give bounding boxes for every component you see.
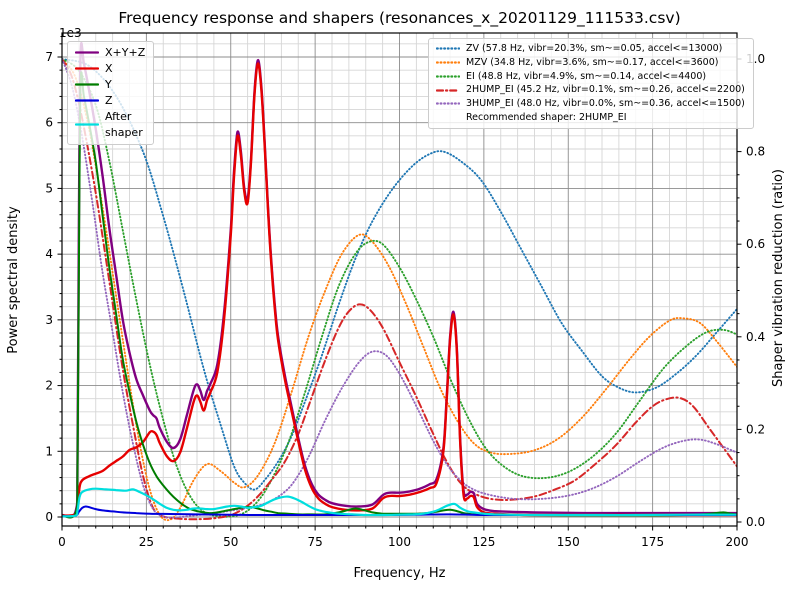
x-tick-label: 200 bbox=[726, 535, 749, 549]
y-left-tick-label: 3 bbox=[45, 313, 53, 327]
x-tick-label: 150 bbox=[557, 535, 580, 549]
legend-item-y: Y bbox=[75, 77, 145, 93]
legend-line-sample bbox=[436, 89, 460, 92]
y-left-tick-label: 6 bbox=[45, 116, 53, 130]
x-tick-label: 125 bbox=[472, 535, 495, 549]
x-tick-label: 100 bbox=[388, 535, 411, 549]
shaper-curves bbox=[62, 58, 737, 522]
legend-item-label: Y bbox=[105, 77, 112, 91]
y-left-axis-label: Power spectral density bbox=[6, 206, 21, 354]
legend-line-sample bbox=[75, 67, 99, 71]
legend-item-label: MZV (34.8 Hz, vibr=3.6%, sm~=0.17, accel… bbox=[466, 56, 719, 68]
legend-item-3humpei: 3HUMP_EI (48.0 Hz, vibr=0.0%, sm~=0.36, … bbox=[436, 97, 745, 111]
legend-item-label: 2HUMP_EI (45.2 Hz, vibr=0.1%, sm~=0.26, … bbox=[466, 84, 745, 96]
legend-line-sample bbox=[436, 47, 460, 50]
legend-line-sample bbox=[436, 75, 460, 78]
x-tick-label: 0 bbox=[58, 535, 66, 549]
legend-note-label: Recommended shaper: 2HUMP_EI bbox=[466, 111, 627, 123]
legend-item-label: X+Y+Z bbox=[105, 46, 146, 59]
y-left-tick-label: 4 bbox=[45, 247, 53, 261]
legend-line-sample bbox=[75, 123, 99, 126]
legend-item-label: X bbox=[105, 61, 113, 75]
series-2hump_ei-line bbox=[62, 58, 737, 521]
legend-shapers: ZV (57.8 Hz, vibr=20.3%, sm~=0.05, accel… bbox=[428, 38, 754, 129]
x-axis-label: Frequency, Hz bbox=[353, 566, 446, 581]
legend-item-x+y+z: X+Y+Z bbox=[75, 45, 145, 61]
tick-marks bbox=[57, 43, 742, 531]
series-mzv-line bbox=[62, 58, 737, 522]
series-x-line bbox=[62, 62, 737, 517]
legend-psd: X+Y+Z X Y Z After shaper bbox=[67, 41, 155, 145]
legend-line-sample bbox=[436, 61, 460, 64]
legend-line-sample bbox=[75, 83, 99, 86]
chart-title: Frequency response and shapers (resonanc… bbox=[118, 9, 681, 27]
y-right-tick-label: 0.0 bbox=[746, 515, 765, 529]
legend-line-sample bbox=[75, 51, 99, 55]
series-3hump_ei-line bbox=[62, 58, 737, 519]
y-left-tick-label: 1 bbox=[45, 444, 53, 458]
legend-item-x: X bbox=[75, 61, 145, 77]
y-right-tick-label: 0.8 bbox=[746, 145, 765, 159]
y-right-tick-label: 0.4 bbox=[746, 330, 765, 344]
x-tick-label: 75 bbox=[307, 535, 322, 549]
psd-curves bbox=[62, 42, 737, 519]
series-zv-line bbox=[62, 58, 737, 491]
y-left-tick-label: 0 bbox=[45, 510, 53, 524]
legend-item-mzv: MZV (34.8 Hz, vibr=3.6%, sm~=0.17, accel… bbox=[436, 56, 745, 70]
legend-line-sample bbox=[436, 102, 460, 106]
legend-item-2humpei: 2HUMP_EI (45.2 Hz, vibr=0.1%, sm~=0.26, … bbox=[436, 83, 745, 97]
legend-item-zv: ZV (57.8 Hz, vibr=20.3%, sm~=0.05, accel… bbox=[436, 42, 745, 56]
series-ei-line bbox=[62, 58, 737, 518]
x-tick-label: 25 bbox=[139, 535, 154, 549]
y-left-tick-label: 2 bbox=[45, 379, 53, 393]
y-right-tick-label: 0.2 bbox=[746, 422, 765, 436]
legend-item-ei: EI (48.8 Hz, vibr=4.9%, sm~=0.14, accel<… bbox=[436, 70, 745, 84]
x-tick-label: 50 bbox=[223, 535, 238, 549]
y-right-tick-label: 0.6 bbox=[746, 237, 765, 251]
y-left-tick-label: 7 bbox=[45, 50, 53, 64]
series-after-shaper-line bbox=[62, 487, 737, 518]
legend-item-z: Z bbox=[75, 93, 145, 109]
y-left-offset-text: 1e3 bbox=[59, 26, 82, 40]
y-right-axis-label: Shaper vibration reduction (ratio) bbox=[771, 169, 786, 387]
legend-item-label: Z bbox=[105, 93, 113, 107]
grid-minor bbox=[62, 33, 737, 526]
legend-item-label: ZV (57.8 Hz, vibr=20.3%, sm~=0.05, accel… bbox=[466, 43, 723, 54]
legend-item-label: 3HUMP_EI (48.0 Hz, vibr=0.0%, sm~=0.36, … bbox=[466, 98, 745, 110]
legend-item-label: After shaper bbox=[105, 109, 143, 139]
x-tick-label: 175 bbox=[641, 535, 664, 549]
legend-item-aftershaper: After shaper bbox=[75, 109, 145, 141]
legend-item-label: EI (48.8 Hz, vibr=4.9%, sm~=0.14, accel<… bbox=[466, 70, 707, 82]
y-left-tick-label: 5 bbox=[45, 181, 53, 195]
legend-line-sample bbox=[75, 99, 99, 102]
legend-recommended-note: Recommended shaper: 2HUMP_EI bbox=[436, 111, 745, 125]
